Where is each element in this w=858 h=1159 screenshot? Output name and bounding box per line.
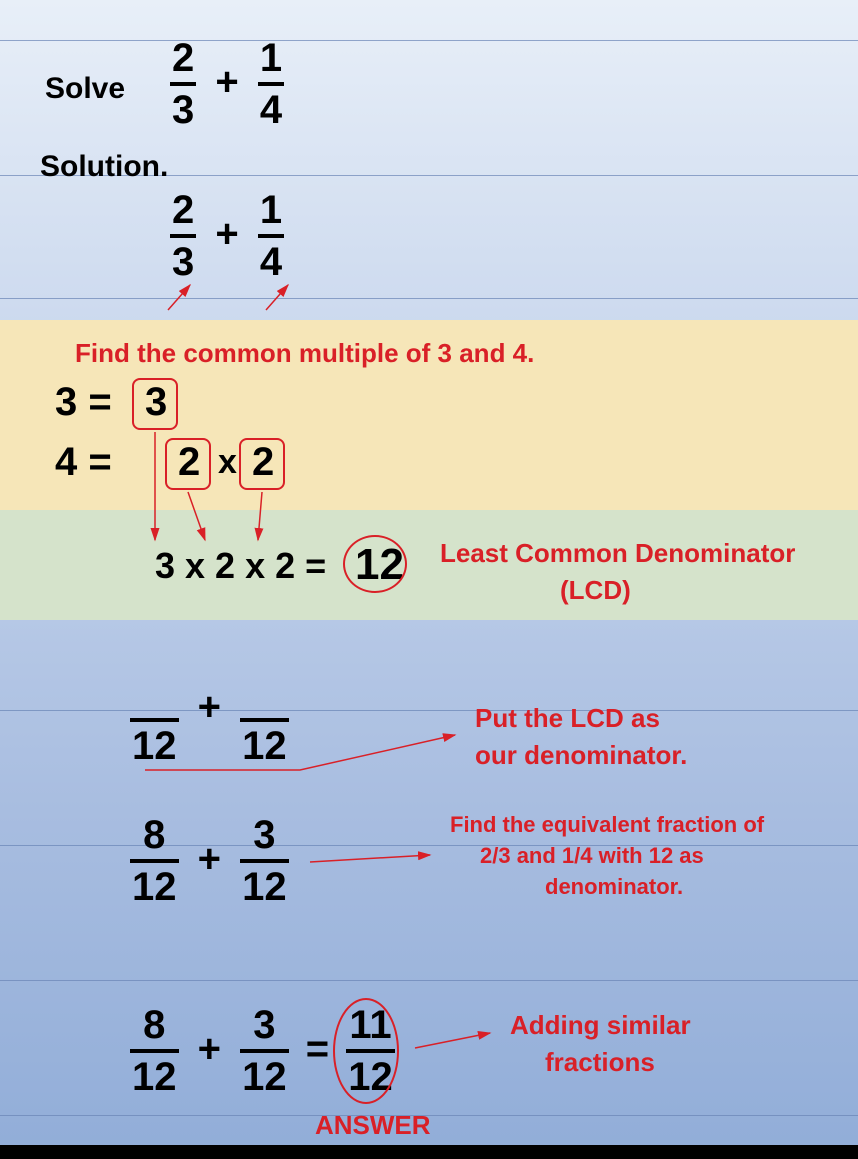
lcd-product: 3 x 2 x 2 = xyxy=(155,545,326,587)
solve-label: Solve xyxy=(45,72,125,106)
solution-frac: 23 + 14 xyxy=(170,190,284,282)
lcd-result-circle xyxy=(343,535,407,593)
factor-3-box xyxy=(132,378,178,430)
lcd-label-1: Least Common Denominator xyxy=(440,538,795,569)
step3-note-2: fractions xyxy=(545,1047,655,1078)
solution-label: Solution. xyxy=(40,150,168,184)
step2-note-1: Find the equivalent fraction of xyxy=(450,812,764,838)
lcd-label-2: (LCD) xyxy=(560,575,631,606)
step1-note-2: our denominator. xyxy=(475,740,687,771)
answer-label: ANSWER xyxy=(315,1110,431,1141)
answer-circle xyxy=(333,998,399,1104)
step1-note-1: Put the LCD as xyxy=(475,703,660,734)
factor-line-4: 4 = xyxy=(55,440,112,485)
lcd-instruction: Find the common multiple of 3 and 4. xyxy=(75,338,534,369)
factor-line-3: 3 = xyxy=(55,380,112,425)
step2-note-2: 2/3 and 1/4 with 12 as xyxy=(480,843,704,869)
step3-note-1: Adding similar xyxy=(510,1010,691,1041)
factor-2b-box xyxy=(239,438,285,490)
bottom-strip xyxy=(0,1145,858,1159)
problem-frac: 23 + 14 xyxy=(170,38,284,130)
factor-2a-box xyxy=(165,438,211,490)
step1-frac: 12 + 12 xyxy=(130,680,289,766)
step2-frac: 812 + 312 xyxy=(130,815,289,907)
factor-times: x xyxy=(218,443,237,482)
step2-note-3: denominator. xyxy=(545,874,683,900)
